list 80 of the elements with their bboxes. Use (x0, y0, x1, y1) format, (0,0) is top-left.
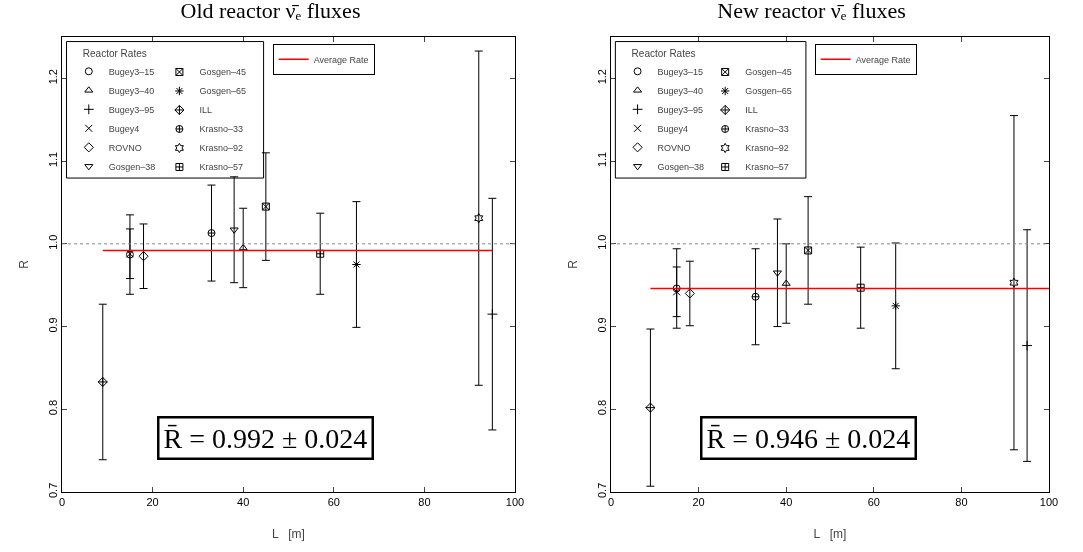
legend-label: Krasno–33 (199, 124, 243, 135)
legend-label: ILL (199, 105, 212, 116)
point (486, 308, 498, 320)
point (1021, 340, 1033, 351)
legend-label: Gosgen–45 (199, 67, 246, 78)
x-tick-label: 40 (780, 496, 793, 509)
legend-label: Gosgen–38 (657, 161, 705, 172)
y-tick-label: 1.2 (595, 69, 608, 85)
legend-label: Bugey3–15 (108, 66, 155, 77)
y-tick-label: 1.1 (46, 151, 59, 168)
x-tick-label: 20 (146, 496, 159, 509)
chart-title: New reactor ν̄ₑ fluxes (717, 0, 906, 24)
point (684, 288, 695, 299)
y-tick-label: 1.0 (595, 234, 608, 250)
x-axis-title: L [m] (272, 527, 305, 541)
legend-label: Bugey3–95 (108, 104, 155, 115)
point (261, 202, 270, 211)
legend-label: Bugey3–95 (657, 104, 704, 115)
point (207, 229, 216, 238)
y-tick-label: 0.7 (595, 482, 608, 498)
y-axis-title: R (17, 259, 31, 269)
x-axis-title: L [m] (813, 527, 847, 541)
y-tick-label: 1.2 (46, 69, 59, 85)
x-tick-label: 0 (607, 496, 615, 509)
point (856, 283, 865, 292)
x-tick-label: 0 (58, 496, 66, 509)
legend-label: Krasno–92 (745, 143, 789, 154)
legend-label: Krasno–33 (745, 124, 789, 135)
legend-label: Bugey4 (108, 123, 140, 134)
x-tick-label: 40 (237, 496, 250, 509)
legend-label: Average Rate (313, 54, 369, 65)
x-tick-label: 80 (955, 496, 968, 509)
y-tick-label: 0.8 (595, 399, 608, 416)
point (804, 246, 813, 255)
point (751, 292, 760, 301)
legend-label: Krasno–57 (199, 162, 243, 173)
legend-label: ROVNO (657, 142, 691, 153)
legend-label: Krasno–92 (199, 143, 243, 154)
y-tick-label: 1.1 (595, 151, 608, 168)
point (1009, 277, 1019, 288)
point (138, 251, 149, 262)
y-tick-label: 0.8 (46, 399, 59, 416)
legend-label: Krasno–57 (745, 162, 789, 173)
legend-label: Bugey4 (657, 123, 689, 134)
legend-label: Bugey3–40 (108, 85, 155, 96)
legend-title: Reactor Rates (631, 47, 696, 59)
x-tick-label: 100 (505, 496, 525, 509)
legend-label: Bugey3–40 (657, 85, 704, 96)
point (772, 270, 782, 277)
x-tick-label: 100 (1039, 496, 1059, 509)
legend-label: Average Rate (855, 54, 911, 65)
point (238, 243, 248, 251)
legend-label: Gosgen–65 (199, 86, 246, 97)
point (474, 213, 484, 224)
y-axis-title: R (566, 259, 580, 269)
y-tick-label: 0.9 (595, 317, 608, 333)
y-tick-label: 0.7 (46, 482, 59, 498)
point (229, 227, 239, 234)
annotation: R̄ = 0.992 ± 0.024 (163, 422, 368, 454)
legend-label: Gosgen–38 (108, 161, 156, 172)
legend-title: Reactor Rates (82, 47, 147, 59)
x-tick-label: 20 (692, 496, 705, 509)
chart-title: Old reactor ν̄ₑ fluxes (180, 0, 361, 24)
annotation: R̄ = 0.946 ± 0.024 (706, 422, 911, 454)
legend-label: Gosgen–45 (745, 67, 792, 78)
legend-label: ILL (745, 105, 758, 116)
point (645, 402, 656, 413)
x-tick-label: 60 (327, 496, 340, 509)
legend-label: Gosgen–65 (745, 86, 792, 97)
x-tick-label: 80 (418, 496, 431, 509)
x-tick-label: 60 (867, 496, 880, 509)
point (351, 259, 362, 270)
legend-label: Bugey3–15 (657, 66, 704, 77)
point (97, 376, 108, 388)
point (316, 249, 325, 258)
y-tick-label: 0.9 (46, 317, 59, 333)
point (781, 279, 791, 286)
y-tick-label: 1.0 (46, 234, 59, 250)
point (891, 301, 901, 311)
legend-label: ROVNO (108, 142, 142, 153)
